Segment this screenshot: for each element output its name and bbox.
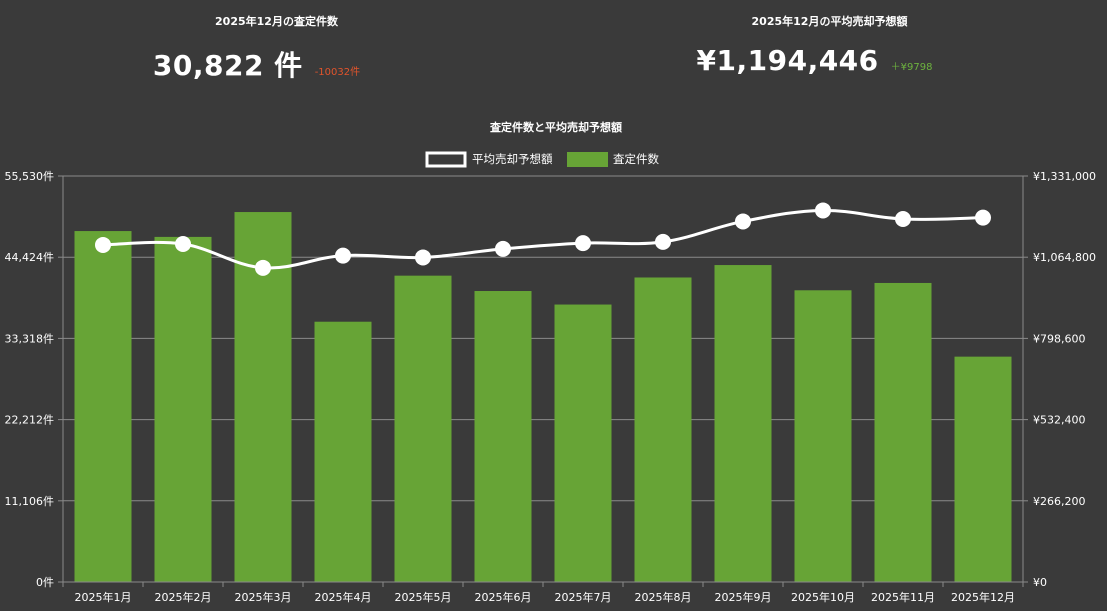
kpi-price-delta: ＋¥9798 xyxy=(890,62,933,73)
line-point-7[interactable] xyxy=(575,235,591,252)
bar-7[interactable] xyxy=(554,304,612,582)
x-tick-label: 2025年6月 xyxy=(475,590,532,604)
bar-4[interactable] xyxy=(314,321,372,582)
bar-10[interactable] xyxy=(794,290,852,582)
line-series-path xyxy=(102,208,984,270)
x-tick-label: 2025年11月 xyxy=(871,590,935,604)
line-point-11[interactable] xyxy=(895,211,911,228)
axis-layer: 0件 11,106件 22,212件 33,318件 44,424件 55,530件 ¥0 ¥… xyxy=(5,170,1096,604)
legend-line-swatch[interactable] xyxy=(425,151,467,168)
legend-bar-label[interactable]: 査定件数 xyxy=(613,152,659,166)
y-left-tick-label: 55,530件 xyxy=(5,170,55,183)
kpi-price-row: ¥1,194,446 ＋¥9798 xyxy=(538,44,1091,84)
y-right-tick-label: ¥266,200 xyxy=(1033,495,1086,508)
y-left-tick-label: 44,424件 xyxy=(5,251,55,264)
line-point-10[interactable] xyxy=(815,202,831,219)
x-tick-label: 2025年2月 xyxy=(155,590,212,604)
kpi-count-title: 2025年12月の査定件数 xyxy=(215,15,338,28)
chart-legend: 平均売却予想額 査定件数 xyxy=(425,151,659,168)
x-tick-label: 2025年1月 xyxy=(75,590,132,604)
bar-12[interactable] xyxy=(954,356,1012,582)
kpi-price-title: 2025年12月の平均売却予想額 xyxy=(751,15,908,28)
y-left-tick-label: 0件 xyxy=(36,576,54,589)
kpi-count-row: 30,822 件 -10032件 xyxy=(0,44,533,84)
bar-8[interactable] xyxy=(634,277,692,582)
kpi-count-value: 30,822 件 xyxy=(152,49,303,82)
x-tick-label: 2025年9月 xyxy=(715,590,772,604)
bar-5[interactable] xyxy=(394,275,452,582)
x-tick-label: 2025年10月 xyxy=(791,590,855,604)
y-right-tick-label: ¥532,400 xyxy=(1033,414,1086,427)
bar-2[interactable] xyxy=(154,236,212,582)
line-layer xyxy=(95,202,991,276)
bar-1[interactable] xyxy=(74,231,132,582)
legend-bar-swatch[interactable] xyxy=(567,152,608,167)
bar-11[interactable] xyxy=(874,282,932,582)
y-right-tick-label: ¥0 xyxy=(1033,576,1047,589)
y-right-tick-label: ¥798,600 xyxy=(1033,332,1086,345)
x-tick-label: 2025年4月 xyxy=(315,590,372,604)
x-tick-label: 2025年12月 xyxy=(951,590,1015,604)
line-point-1[interactable] xyxy=(95,236,111,253)
line-point-3[interactable] xyxy=(255,259,271,276)
kpi-count-delta: -10032件 xyxy=(314,67,361,78)
legend-line-label[interactable]: 平均売却予想額 xyxy=(472,152,553,166)
y-right-tick-label: ¥1,064,800 xyxy=(1033,251,1096,264)
x-tick-label: 2025年3月 xyxy=(235,590,292,604)
x-tick-label: 2025年5月 xyxy=(395,590,452,604)
line-point-5[interactable] xyxy=(415,249,431,266)
y-left-tick-label: 33,318件 xyxy=(5,332,55,345)
x-tick-label: 2025年7月 xyxy=(555,590,612,604)
kpi-price-value: ¥1,194,446 xyxy=(696,44,879,77)
y-right-tick-label: ¥1,331,000 xyxy=(1033,170,1096,183)
line-point-6[interactable] xyxy=(495,240,511,257)
bars-layer xyxy=(74,212,1012,582)
line-point-2[interactable] xyxy=(175,236,191,253)
y-left-tick-label: 22,212件 xyxy=(5,414,55,427)
bar-9[interactable] xyxy=(714,265,772,582)
bar-6[interactable] xyxy=(474,291,532,582)
line-point-12[interactable] xyxy=(975,209,991,226)
line-point-4[interactable] xyxy=(335,247,351,264)
x-tick-label: 2025年8月 xyxy=(635,590,692,604)
line-point-8[interactable] xyxy=(655,233,671,250)
line-point-9[interactable] xyxy=(735,213,751,230)
y-left-tick-label: 11,106件 xyxy=(5,495,55,508)
chart-title: 査定件数と平均売却予想額 xyxy=(490,120,622,134)
